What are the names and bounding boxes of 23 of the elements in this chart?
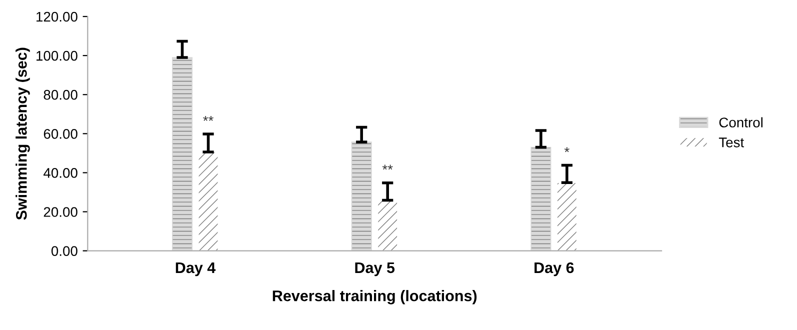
x-axis-title: Reversal training (locations) [272, 290, 477, 304]
bar [172, 57, 193, 251]
x-tick-label: Day 5 [355, 262, 395, 276]
legend-label: Test [718, 138, 744, 148]
annotation: * [564, 147, 570, 152]
y-tick-label: 20.00 [44, 207, 78, 217]
y-axis-title: Swimming latency (sec) [16, 48, 30, 220]
y-tick-label: 0.00 [51, 246, 78, 256]
x-tick-label: Day 4 [176, 262, 216, 276]
bar [351, 142, 372, 251]
y-tick-label: 60.00 [44, 128, 78, 139]
annotation: ** [382, 164, 393, 170]
bar [377, 200, 398, 251]
y-tick-label: 120.00 [36, 12, 78, 22]
annotation: ** [203, 116, 214, 121]
bar [198, 152, 219, 251]
y-tick-label: 100.00 [36, 50, 78, 61]
legend-label: Control [719, 117, 762, 128]
bar [556, 182, 578, 251]
x-tick-label: Day 6 [534, 262, 574, 276]
y-tick-label: 40.00 [44, 168, 78, 178]
bar [530, 146, 552, 251]
y-tick-label: 80.00 [44, 90, 78, 100]
